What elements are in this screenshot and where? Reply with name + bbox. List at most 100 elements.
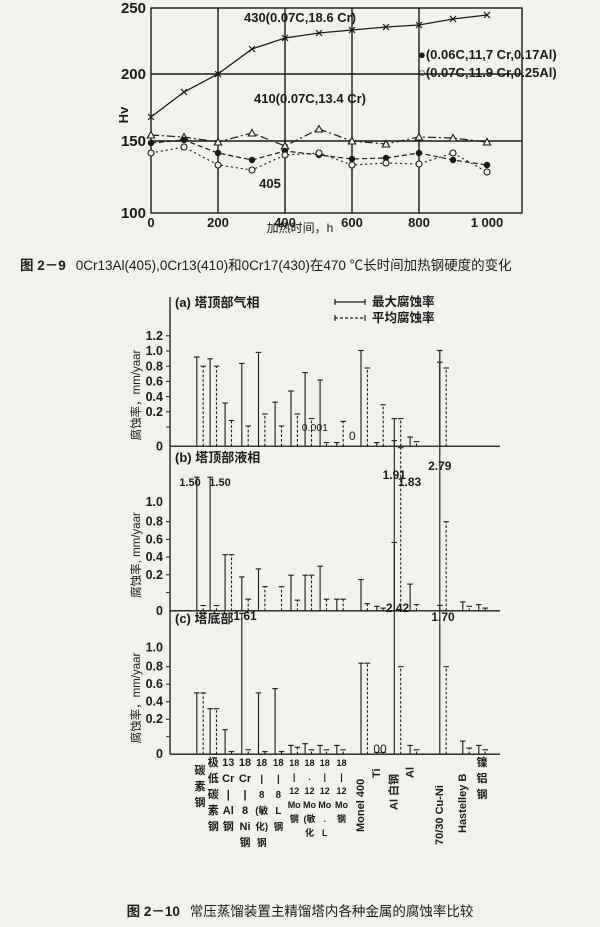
svg-text:极: 极 — [208, 755, 219, 769]
svg-text:1.61: 1.61 — [233, 609, 257, 623]
svg-text:12: 12 — [289, 786, 299, 796]
svg-text:素: 素 — [195, 779, 206, 793]
svg-text:Al: Al — [404, 767, 416, 778]
svg-text:12: 12 — [304, 786, 314, 796]
svg-text:最大腐蚀率: 最大腐蚀率 — [372, 294, 435, 309]
svg-text:0.2: 0.2 — [146, 568, 163, 582]
svg-text:钢: 钢 — [477, 787, 488, 801]
svg-text:铝: 铝 — [477, 771, 488, 785]
svg-text:Mo: Mo — [303, 800, 316, 810]
svg-text:2.42: 2.42 — [386, 601, 410, 615]
svg-text:0.001: 0.001 — [302, 422, 328, 434]
svg-text:钢: 钢 — [240, 835, 251, 849]
svg-text:0.8: 0.8 — [146, 515, 163, 529]
svg-text:钢: 钢 — [195, 795, 206, 809]
svg-text:12: 12 — [336, 786, 346, 796]
svg-text:钢: 钢 — [290, 813, 299, 824]
svg-text:Cr: Cr — [222, 773, 235, 785]
svg-text:0.8: 0.8 — [146, 660, 163, 674]
svg-text:Al: Al — [223, 805, 234, 817]
svg-text:1.50: 1.50 — [209, 477, 230, 489]
svg-text:405: 405 — [259, 176, 281, 191]
svg-text:○(0.07C,11.9 Cr,0.25Al): ○(0.07C,11.9 Cr,0.25Al) — [418, 65, 557, 80]
svg-text:Mo: Mo — [288, 800, 301, 810]
svg-text:18: 18 — [304, 758, 314, 768]
svg-text:L: L — [322, 828, 328, 838]
svg-text:200: 200 — [121, 66, 146, 83]
svg-text:低: 低 — [208, 771, 219, 785]
svg-text:1.50: 1.50 — [179, 477, 200, 489]
svg-text:|: | — [293, 772, 296, 782]
svg-text:18: 18 — [256, 758, 267, 769]
svg-text:钢: 钢 — [257, 836, 267, 849]
svg-text:150: 150 — [121, 133, 146, 150]
svg-text:12: 12 — [320, 786, 330, 796]
svg-text:图 2－90Cr13Al(405),0Cr13(410)和0: 图 2－9 0Cr13Al(405),0Cr13(410)和0Cr17(430)在… — [20, 258, 512, 273]
svg-text:18: 18 — [336, 758, 346, 768]
svg-text:钢: 钢 — [208, 819, 219, 833]
svg-text:2.79: 2.79 — [428, 459, 452, 473]
svg-text:0: 0 — [147, 215, 154, 230]
svg-text:0.6: 0.6 — [146, 375, 163, 389]
svg-text:8: 8 — [259, 790, 265, 801]
svg-text:0: 0 — [156, 440, 163, 454]
svg-text:430(0.07C,18.6 Cr): 430(0.07C,18.6 Cr) — [244, 10, 356, 25]
svg-text:|: | — [227, 789, 230, 801]
svg-text:Ti: Ti — [371, 768, 383, 778]
svg-text:碳: 碳 — [208, 787, 219, 801]
svg-text:1.0: 1.0 — [146, 641, 163, 655]
svg-text:L: L — [275, 806, 281, 817]
svg-text:0.8: 0.8 — [146, 360, 163, 374]
svg-text:Mo: Mo — [318, 800, 331, 810]
svg-text:0.4: 0.4 — [146, 550, 163, 564]
svg-text:素: 素 — [208, 803, 219, 817]
svg-text:|: | — [340, 772, 343, 782]
svg-text:(敏: (敏 — [255, 804, 268, 817]
svg-text:1.0: 1.0 — [146, 344, 163, 358]
svg-text:化): 化) — [255, 820, 268, 833]
svg-text:(b) 塔顶部液相: (b) 塔顶部液相 — [175, 450, 260, 465]
svg-text:0: 0 — [156, 604, 163, 618]
svg-text:Mo: Mo — [335, 800, 348, 810]
svg-text:0.2: 0.2 — [146, 712, 163, 726]
svg-text:100: 100 — [121, 205, 146, 222]
svg-text:70/30 Cu-Ni: 70/30 Cu-Ni — [434, 785, 446, 845]
svg-text:Hastelley B: Hastelley B — [457, 774, 469, 833]
svg-text:镍: 镍 — [477, 755, 488, 769]
svg-text:●(0.06C,11,7 Cr,0.17Al): ●(0.06C,11,7 Cr,0.17Al) — [418, 47, 557, 62]
svg-text:Cr: Cr — [239, 773, 252, 785]
svg-text:18: 18 — [273, 758, 284, 769]
svg-text:18: 18 — [239, 757, 251, 769]
svg-text:Al 白钢: Al 白钢 — [387, 774, 401, 810]
svg-text:|: | — [260, 774, 263, 785]
svg-text:腐蚀率，mm/yaar: 腐蚀率，mm/yaar — [129, 652, 143, 743]
svg-text:.: . — [324, 814, 327, 824]
svg-text:18: 18 — [289, 758, 299, 768]
svg-text:13: 13 — [222, 757, 234, 769]
svg-text:0.4: 0.4 — [146, 390, 163, 404]
svg-text:钢: 钢 — [223, 819, 234, 833]
svg-text:平均腐蚀率: 平均腐蚀率 — [372, 310, 435, 325]
svg-text:0.6: 0.6 — [146, 532, 163, 546]
svg-text:1.0: 1.0 — [146, 495, 163, 509]
svg-text:钢: 钢 — [273, 820, 283, 833]
svg-text:1 000: 1 000 — [471, 215, 504, 230]
svg-text:18: 18 — [320, 758, 330, 768]
svg-text:1.70: 1.70 — [431, 610, 455, 624]
svg-text:(a) 塔顶部气相: (a) 塔顶部气相 — [175, 295, 260, 310]
svg-text:腐蚀率, mm/yaar: 腐蚀率, mm/yaar — [129, 512, 143, 598]
svg-text:碳: 碳 — [195, 763, 206, 777]
svg-text:Monel 400: Monel 400 — [355, 779, 367, 832]
svg-text:8: 8 — [242, 805, 248, 817]
svg-text:Hv: Hv — [116, 106, 131, 123]
svg-text:410(0.07C,13.4 Cr): 410(0.07C,13.4 Cr) — [254, 91, 366, 106]
svg-text:0: 0 — [349, 429, 356, 443]
svg-text:Ni: Ni — [240, 821, 251, 833]
svg-text:600: 600 — [341, 215, 363, 230]
svg-text:8: 8 — [276, 790, 282, 801]
svg-text:00: 00 — [373, 742, 387, 756]
svg-text:化: 化 — [305, 827, 314, 838]
svg-text:|: | — [243, 789, 246, 801]
svg-text:0.6: 0.6 — [146, 677, 163, 691]
